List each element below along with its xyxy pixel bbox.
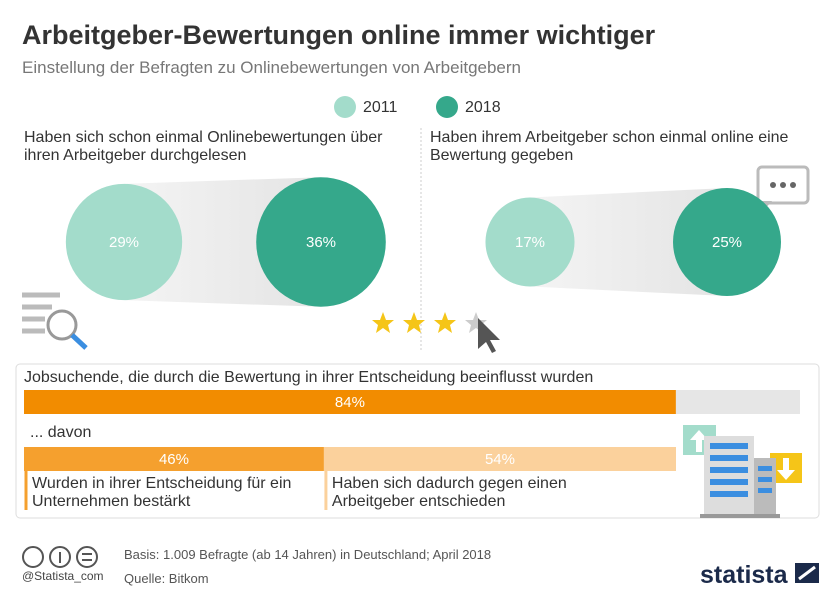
question: Haben ihrem Arbeitgeber schon einmal onl… xyxy=(430,129,789,165)
subtitle: Einstellung der Befragten zu Onlinebewer… xyxy=(22,58,522,77)
license-icons xyxy=(22,546,98,568)
legend-swatch xyxy=(334,96,356,118)
handle: @Statista_com xyxy=(22,569,104,583)
bar-segment xyxy=(24,447,324,471)
segment-label: Wurden in ihrer Entscheidung für ein Unt… xyxy=(32,475,292,511)
bar xyxy=(24,390,676,414)
search-icon xyxy=(22,292,88,350)
question: Haben sich schon einmal Onlinebewertunge… xyxy=(24,129,383,165)
connector xyxy=(530,188,727,296)
result-box xyxy=(15,363,820,519)
value-label: 36% xyxy=(306,234,336,251)
bar-title: Jobsuchende, die durch die Bewertung in … xyxy=(24,369,594,386)
source: Quelle: Bitkom xyxy=(124,571,209,586)
legend-label: 2011 xyxy=(363,99,398,116)
value-label: 46% xyxy=(159,451,189,468)
value-label: 84% xyxy=(335,394,365,411)
bubble xyxy=(673,188,781,296)
value-label: 29% xyxy=(109,234,139,251)
value-label: 25% xyxy=(712,234,742,251)
bar-segment xyxy=(323,447,676,471)
stars-icon xyxy=(372,312,500,353)
brand: statista xyxy=(700,561,788,589)
comment-icon xyxy=(756,165,810,212)
segment-label: Haben sich dadurch gegen einen Arbeitgeb… xyxy=(331,475,567,511)
value-label: 54% xyxy=(485,451,515,468)
bar-subtitle: ... davon xyxy=(30,424,92,441)
statista-logo-mark xyxy=(795,563,819,583)
legend-label: 2018 xyxy=(465,99,501,116)
title: Arbeitgeber-Bewertungen online immer wic… xyxy=(22,20,656,50)
basis: Basis: 1.009 Befragte (ab 14 Jahren) in … xyxy=(124,547,492,562)
value-label: 17% xyxy=(515,234,545,251)
bubble xyxy=(256,177,386,307)
bubble xyxy=(485,197,575,287)
legend-swatch xyxy=(436,96,458,118)
building-icon xyxy=(683,425,802,518)
bubble xyxy=(65,183,183,301)
